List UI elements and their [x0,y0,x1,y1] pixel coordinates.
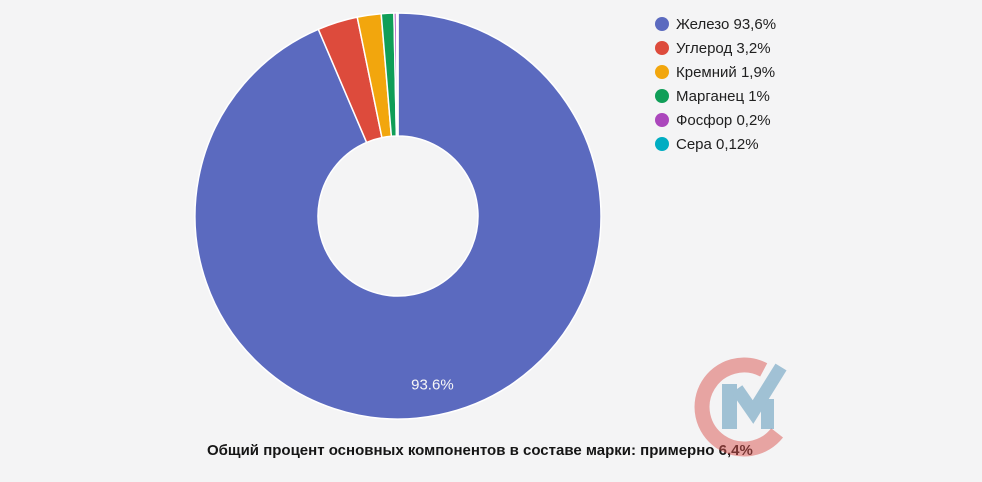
slice-value-label: 93.6% [411,377,454,394]
legend-swatch-icon [655,65,669,79]
chart-legend: Железо 93,6% Углерод 3,2% Кремний 1,9% Марг… [655,12,776,156]
legend-swatch-icon [655,17,669,31]
legend-swatch-icon [655,113,669,127]
legend-item-Кремний: Кремний 1,9% [655,60,776,84]
watermark-cm-logo [694,357,787,457]
legend-label: Фосфор 0,2% [676,111,771,129]
legend-label: Кремний 1,9% [676,63,776,81]
legend-item-Фосфор: Фосфор 0,2% [655,108,776,132]
legend-swatch-icon [655,89,669,103]
legend-item-Марганец: Марганец 1% [655,84,776,108]
legend-label: Сера 0,12% [676,135,759,153]
legend-label: Железо 93,6% [676,15,777,33]
pie-slice-Железо[interactable] [194,12,602,420]
legend-item-Углерод: Углерод 3,2% [655,36,776,60]
pie-slice-Сера[interactable] [395,12,399,137]
legend-item-Железо: Железо 93,6% [655,12,776,36]
legend-swatch-icon [655,137,669,151]
legend-item-Сера: Сера 0,12% [655,132,776,156]
legend-label: Марганец 1% [676,87,770,105]
chart-caption: Общий процент основных компонентов в сос… [207,442,753,459]
logo-m-checkmark [722,363,787,429]
legend-swatch-icon [655,41,669,55]
legend-label: Углерод 3,2% [676,39,771,57]
logo-c-letter [694,357,783,457]
